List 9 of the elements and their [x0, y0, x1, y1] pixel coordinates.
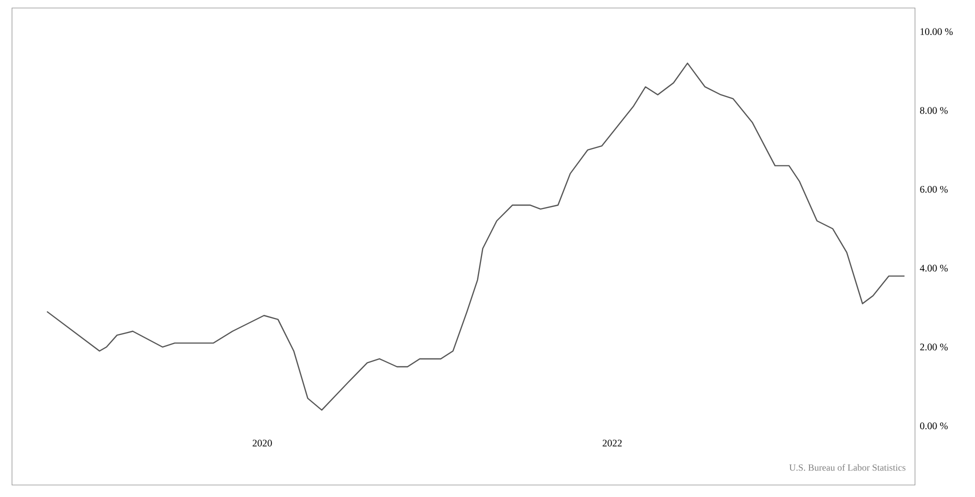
annotation: U.S. Bureau of Labor Statistics	[789, 464, 906, 471]
y-tick-label: 10.00 %	[920, 28, 953, 36]
y-tick-label: 6.00 %	[920, 186, 948, 193]
x-tick-label: 2022	[602, 440, 622, 446]
y-tick-label: 0.00 %	[920, 422, 948, 430]
y-tick-label: 2.00 %	[920, 344, 948, 350]
y-tick-label: 4.00 %	[920, 264, 948, 272]
y-tick-label: 8.00 %	[920, 107, 948, 114]
x-tick-label: 2020	[252, 440, 272, 446]
